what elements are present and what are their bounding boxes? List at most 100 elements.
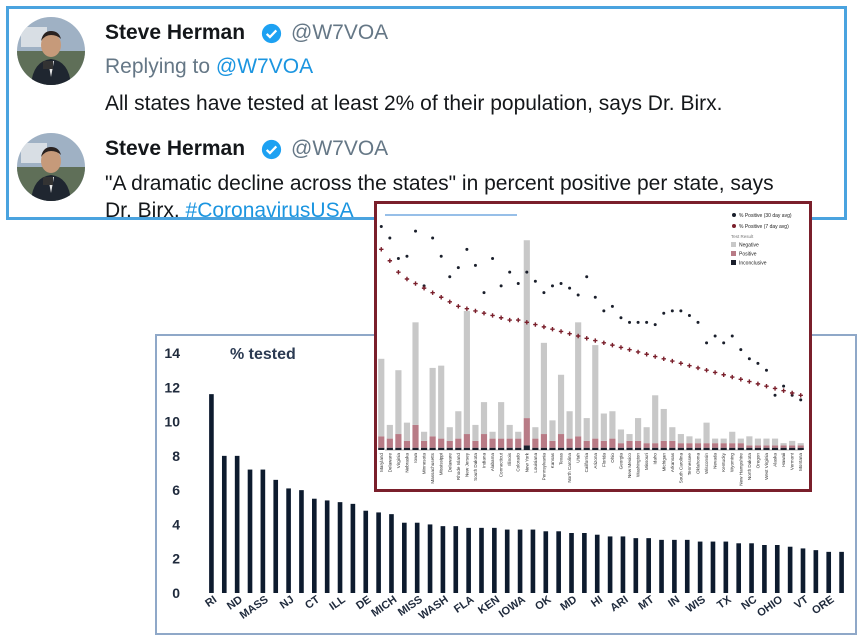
bar-inconclusive bbox=[754, 447, 762, 450]
bar-negative bbox=[583, 418, 590, 441]
point-7-day bbox=[456, 304, 461, 309]
point-30-day bbox=[722, 341, 726, 345]
bar-inconclusive bbox=[660, 447, 667, 450]
chart-title: % tested bbox=[230, 346, 296, 363]
point-7-day bbox=[575, 333, 581, 339]
point-30-day bbox=[516, 282, 520, 286]
x-tick-label: New Jersey bbox=[464, 452, 469, 477]
x-tick-label: Wyoming bbox=[730, 453, 735, 473]
point-7-day bbox=[730, 374, 735, 380]
point-7-day bbox=[593, 338, 598, 343]
point-7-day bbox=[687, 363, 692, 368]
bar-negative bbox=[763, 438, 770, 446]
tweet-author-name[interactable]: Steve Herman bbox=[105, 137, 246, 160]
tweet-author-name[interactable]: Steve Herman bbox=[105, 21, 246, 44]
replying-to-label: Replying to bbox=[105, 55, 211, 78]
bar-positive bbox=[429, 436, 436, 448]
bar-positive bbox=[686, 443, 693, 448]
tweet-author-handle[interactable]: @W7VOA bbox=[291, 137, 389, 160]
bar bbox=[710, 541, 716, 593]
point-30-day bbox=[414, 229, 418, 233]
bar-positive bbox=[797, 445, 804, 448]
replying-to: Replying to @W7VOA bbox=[105, 55, 313, 79]
hashtag-link[interactable]: #CoronavirusUSA bbox=[185, 199, 354, 222]
point-30-day bbox=[790, 393, 794, 397]
bar-negative bbox=[378, 358, 385, 437]
point-7-day bbox=[473, 308, 478, 314]
x-tick-label: New Mexico bbox=[627, 453, 632, 478]
x-tick-label: Iowa bbox=[413, 453, 418, 463]
bar-inconclusive bbox=[729, 447, 736, 450]
x-tick-label: North Carolina bbox=[567, 453, 572, 483]
bar-positive bbox=[737, 443, 744, 448]
bar-inconclusive bbox=[463, 447, 470, 450]
bar-negative bbox=[626, 434, 633, 441]
tweet-thread-card: Steve Herman @W7VOA Replying to @W7VOA A… bbox=[6, 6, 847, 222]
x-tick-label: Pennsylvania bbox=[541, 453, 546, 481]
bar-inconclusive bbox=[438, 447, 445, 450]
point-7-day bbox=[447, 299, 452, 304]
bar-positive bbox=[626, 440, 633, 448]
point-30-day bbox=[636, 320, 640, 324]
point-7-day bbox=[550, 326, 555, 332]
bar-negative bbox=[455, 411, 462, 439]
bar bbox=[582, 533, 587, 593]
bar-inconclusive bbox=[712, 447, 719, 450]
bar-positive bbox=[489, 438, 496, 448]
bar bbox=[620, 536, 626, 593]
bar-positive bbox=[420, 440, 428, 448]
point-30-day bbox=[533, 279, 537, 283]
point-7-day bbox=[781, 388, 786, 393]
legend-label-inconclusive: Inconclusive bbox=[739, 261, 767, 267]
x-tick-label: Wisconsin bbox=[704, 453, 709, 474]
point-7-day bbox=[738, 377, 743, 382]
point-30-day bbox=[756, 361, 760, 365]
bar-positive bbox=[754, 445, 762, 448]
x-tick-label: Nebraska bbox=[404, 453, 409, 473]
bar bbox=[440, 526, 446, 593]
bar-positive bbox=[643, 443, 650, 448]
bar bbox=[723, 541, 729, 593]
bar-inconclusive bbox=[420, 447, 428, 450]
point-30-day bbox=[499, 284, 503, 288]
point-7-day bbox=[421, 285, 427, 291]
point-7-day bbox=[498, 315, 504, 320]
bar bbox=[736, 543, 742, 593]
bar-inconclusive bbox=[498, 447, 505, 450]
bar-positive bbox=[403, 440, 411, 448]
point-30-day bbox=[542, 291, 546, 295]
bar-inconclusive bbox=[378, 447, 385, 450]
bar-inconclusive bbox=[540, 447, 548, 450]
x-tick-label: Florida bbox=[601, 453, 606, 467]
bar-negative bbox=[575, 322, 582, 437]
bar-negative bbox=[429, 367, 436, 437]
tweet-author-handle[interactable]: @W7VOA bbox=[291, 21, 389, 44]
bar-inconclusive bbox=[429, 447, 436, 450]
replying-to-handle-link[interactable]: @W7VOA bbox=[215, 55, 314, 78]
bar-positive bbox=[789, 445, 796, 448]
bar-positive bbox=[540, 434, 548, 448]
avatar[interactable] bbox=[17, 133, 85, 201]
bar bbox=[234, 455, 240, 593]
bar bbox=[311, 498, 317, 593]
x-tick-label: CT bbox=[303, 593, 322, 611]
bar-positive bbox=[660, 440, 667, 448]
avatar[interactable] bbox=[17, 17, 85, 85]
bar-negative bbox=[643, 427, 650, 444]
bar-positive bbox=[592, 438, 599, 448]
point-7-day bbox=[567, 331, 572, 336]
point-7-day bbox=[558, 329, 564, 334]
bar-positive bbox=[746, 445, 753, 448]
point-7-day bbox=[772, 386, 778, 391]
point-7-day bbox=[618, 345, 624, 350]
point-7-day bbox=[653, 354, 658, 359]
point-30-day bbox=[379, 225, 383, 229]
bar bbox=[839, 551, 844, 593]
x-tick-label: ORE bbox=[810, 594, 836, 618]
bar bbox=[414, 522, 420, 593]
bar-inconclusive bbox=[626, 447, 633, 450]
x-tick-label: NJ bbox=[278, 594, 296, 612]
bar-positive bbox=[780, 445, 787, 448]
bar-inconclusive bbox=[771, 447, 779, 450]
bar-inconclusive bbox=[669, 447, 676, 450]
